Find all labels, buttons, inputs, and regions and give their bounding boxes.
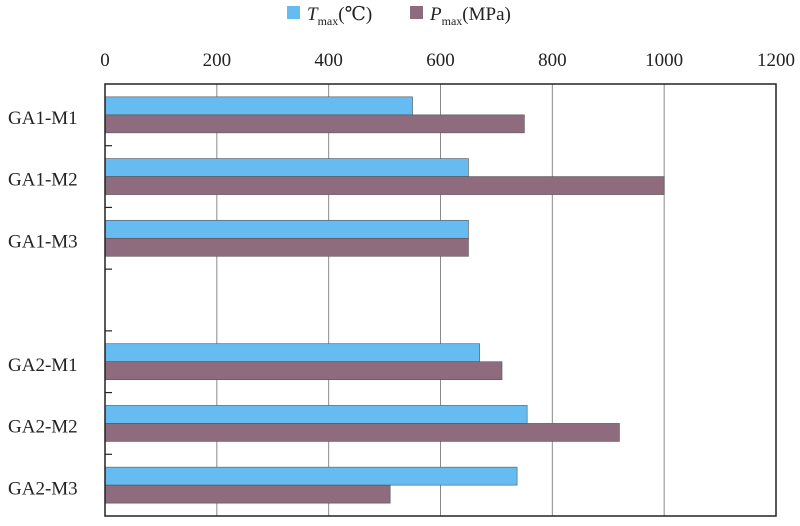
x-tick-label: 200 [203, 50, 232, 71]
bar-pmax-GA2-M3 [104, 484, 391, 504]
category-label: GA1-M1 [8, 108, 78, 129]
bar-tmax-GA2-M1 [104, 343, 480, 363]
bar-tmax-GA2-M2 [104, 405, 528, 424]
legend: Tmax(℃) Pmax(MPa) [287, 4, 511, 28]
category-label: GA2-M1 [8, 355, 78, 376]
x-tick-label: 1000 [645, 50, 683, 71]
bar-pmax-GA2-M1 [104, 361, 503, 381]
bars [104, 96, 665, 504]
plot-frame [104, 83, 777, 517]
legend-label: Tmax(℃) [307, 4, 372, 28]
legend-item-pmax: Pmax(MPa) [410, 4, 511, 28]
legend-swatch [410, 6, 423, 19]
y-axis-ticks [105, 145, 112, 455]
x-tick-label: 600 [426, 50, 455, 71]
category-labels: GA1-M1 GA1-M2 GA1-M3 GA2-M1 GA2-M2 GA2-M3 [8, 108, 78, 499]
bar-pmax-GA1-M3 [104, 237, 469, 257]
bar-pmax-GA1-M2 [104, 176, 665, 195]
x-tick-label: 1200 [757, 50, 795, 71]
bar-tmax-GA2-M3 [104, 466, 518, 486]
x-tick-label: 400 [314, 50, 343, 71]
category-label: GA1-M3 [8, 231, 78, 252]
x-axis-tick-labels: 0 200 400 600 800 1000 1200 [100, 50, 795, 71]
bar-tmax-GA1-M1 [104, 96, 413, 116]
category-label: GA1-M2 [8, 170, 78, 191]
legend-label: Pmax(MPa) [429, 4, 511, 28]
legend-swatch [287, 6, 300, 19]
bar-pmax-GA1-M1 [104, 114, 525, 134]
bar-tmax-GA1-M3 [104, 219, 469, 239]
gridlines [216, 84, 665, 516]
legend-item-tmax: Tmax(℃) [287, 4, 372, 28]
category-label: GA2-M3 [8, 478, 78, 499]
x-tick-label: 0 [100, 50, 110, 71]
bar-tmax-GA1-M2 [104, 158, 469, 177]
category-label: GA2-M2 [8, 417, 78, 438]
bar-pmax-GA2-M2 [104, 423, 620, 442]
x-tick-label: 800 [538, 50, 567, 71]
